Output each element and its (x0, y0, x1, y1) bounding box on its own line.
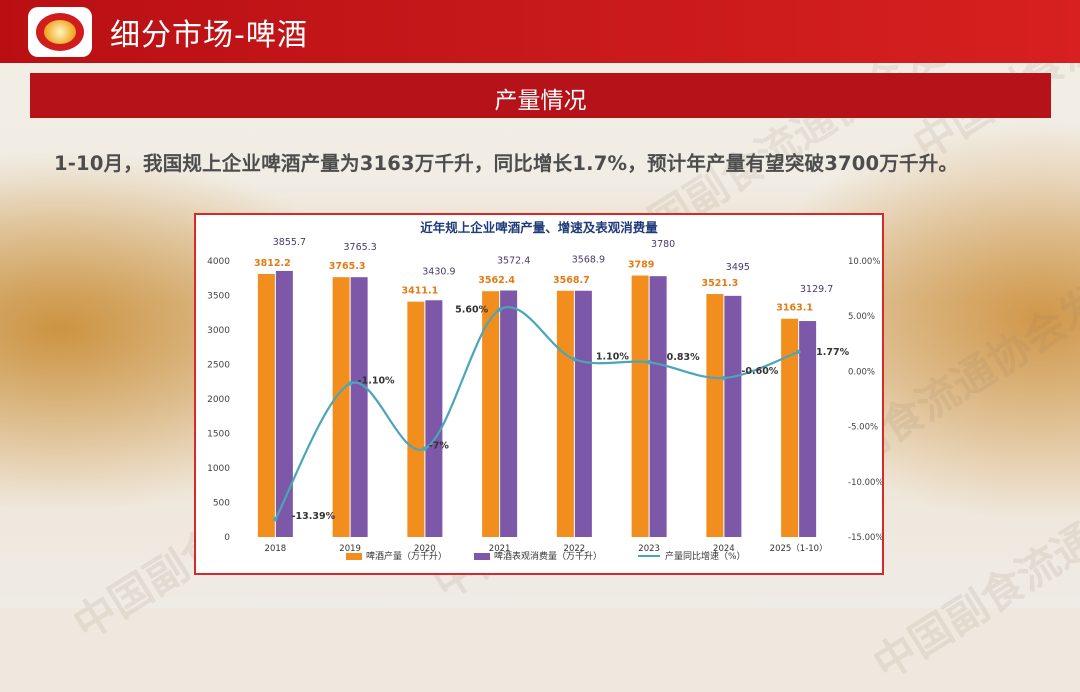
data-label-consumption: 3495 (726, 262, 750, 273)
data-label-production: 3411.1 (402, 286, 439, 297)
data-label-growth: -13.39% (292, 511, 336, 522)
data-label-consumption: 3568.9 (572, 255, 605, 266)
y-left-tick-label: 2000 (207, 395, 230, 405)
data-label-growth: 1.10% (596, 351, 629, 362)
logo-icon (28, 7, 92, 57)
data-label-growth: 1.77% (816, 347, 849, 358)
data-label-growth: 5.60% (455, 305, 488, 316)
bar-production (332, 277, 350, 537)
header-bar: 细分市场-啤酒 (0, 0, 1080, 63)
page-title: 细分市场-啤酒 (110, 18, 308, 53)
data-label-consumption: 3765.3 (344, 242, 377, 253)
data-label-growth: -7% (429, 441, 450, 452)
data-label-growth: 0.83% (667, 352, 700, 363)
data-label-production: 3765.3 (329, 261, 366, 272)
y-right-tick-label: 0.00% (848, 367, 875, 377)
x-tick-label: 2021 (489, 544, 511, 554)
growth-point (646, 360, 652, 365)
bar-consumption (425, 300, 443, 537)
data-label-production: 3789 (628, 260, 654, 271)
legend-label-growth: 产量同比增速（%） (665, 550, 746, 562)
bar-production (482, 291, 500, 537)
legend-label-consumption: 啤酒表观消费量（万千升） (494, 550, 602, 562)
bar-consumption (724, 295, 742, 537)
data-label-growth: -0.60% (741, 366, 778, 377)
summary-text: 1-10月，我国规上企业啤酒产量为3163万千升，同比增长1.7%，预计年产量有… (54, 152, 959, 175)
growth-point (273, 517, 278, 522)
data-label-production: 3163.1 (776, 303, 813, 314)
bar-consumption (649, 276, 667, 537)
chart-title: 近年规上企业啤酒产量、增速及表观消费量 (420, 220, 658, 235)
data-label-consumption: 3855.7 (273, 237, 306, 248)
y-right-tick-label: -10.00% (848, 478, 882, 488)
data-label-consumption: 3572.4 (497, 256, 530, 267)
growth-point (796, 349, 801, 355)
y-left-tick-label: 500 (213, 499, 230, 509)
x-tick-label: 2023 (638, 544, 660, 554)
legend-swatch-production (346, 553, 362, 560)
bar-consumption (500, 290, 518, 537)
x-tick-label: 2019 (339, 544, 361, 554)
data-label-production: 3812.2 (254, 258, 291, 269)
bar-consumption (275, 270, 293, 537)
y-left-tick-label: 2500 (207, 361, 230, 371)
bar-production (631, 275, 649, 537)
growth-point (422, 446, 428, 451)
chart-svg: 近年规上企业啤酒产量、增速及表观消费量 0 500 1000 1500 2000 2500 3… (207, 220, 882, 562)
section-bar: 产量情况 (30, 73, 1051, 118)
growth-point (572, 357, 577, 362)
x-tick-label: 2022 (564, 544, 586, 554)
section-title: 产量情况 (494, 88, 587, 114)
y-left-tick-label: 4000 (207, 257, 230, 267)
y-right-tick-label: 5.00% (848, 312, 875, 322)
bar-production (781, 318, 799, 537)
y-right-tick-label: -15.00% (848, 533, 882, 543)
data-label-consumption: 3129.7 (800, 284, 833, 295)
growth-point (347, 381, 353, 386)
y-right-tick-label: 10.00% (848, 257, 880, 267)
bar-production (706, 294, 724, 537)
y-left-tick-label: 1000 (207, 464, 230, 474)
legend-label-production: 啤酒产量（万千升） (366, 550, 447, 562)
bar-production (257, 273, 275, 537)
data-label-production: 3562.4 (478, 275, 515, 286)
y-left-tick-label: 1500 (207, 430, 230, 440)
x-tick-label: 2024 (713, 544, 735, 554)
bar-production (407, 301, 425, 537)
bar-consumption (799, 321, 817, 537)
growth-point (497, 307, 502, 312)
x-tick-label: 2018 (265, 544, 287, 554)
bar-consumption (350, 277, 368, 537)
data-label-consumption: 3430.9 (422, 266, 455, 277)
legend-swatch-consumption (474, 553, 490, 560)
x-tick-label: 2020 (414, 544, 436, 554)
bar-consumption (574, 290, 592, 537)
bar-production (556, 290, 574, 537)
data-label-consumption: 3780 (651, 239, 675, 250)
data-label-growth: -1.10% (358, 376, 395, 387)
y-left-tick-label: 3000 (207, 326, 230, 336)
x-tick-label: 2025（1-10） (770, 543, 828, 554)
growth-point (721, 375, 727, 381)
y-left-tick-label: 3500 (207, 292, 230, 302)
chart-container: 近年规上企业啤酒产量、增速及表观消费量 0 500 1000 1500 2000 2500 3… (194, 213, 884, 575)
data-label-production: 3568.7 (553, 275, 590, 286)
data-label-production: 3521.3 (702, 278, 739, 289)
y-left-tick-label: 0 (224, 533, 230, 543)
y-right-tick-label: -5.00% (848, 423, 878, 433)
